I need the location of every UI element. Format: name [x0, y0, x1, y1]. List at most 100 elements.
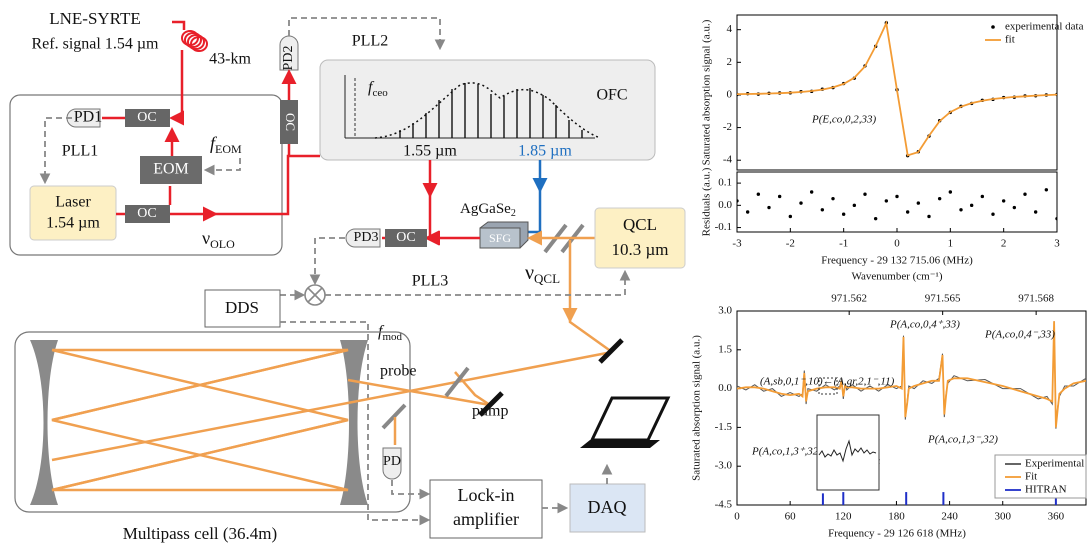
coupler-label: OC [396, 230, 415, 245]
y-tick-label: 4 [727, 23, 733, 35]
data-point [1045, 188, 1048, 191]
annotation: P(A,co,1,3⁺,32) [751, 446, 822, 458]
subscript: QCL [534, 271, 560, 286]
olo-freq: νOLO [202, 228, 235, 251]
fiber [427, 190, 430, 238]
data-point [981, 195, 984, 198]
data-point [906, 210, 909, 213]
y-tick-label: 0.1 [718, 177, 732, 189]
legend-label: experimental data [1005, 21, 1084, 33]
pd-label: PD [383, 454, 401, 469]
pd-label: PD3 [354, 230, 379, 245]
cell-mirror [30, 340, 58, 505]
symbol: AgGaSe [460, 201, 511, 217]
figure: LNE-SYRTE Ref. signal 1.54 µm 43-km PD1 … [0, 0, 1087, 546]
x-tick-label: -1 [839, 238, 848, 250]
eom-freq: fEOM [210, 133, 242, 156]
legend-marker [991, 25, 995, 29]
data-point [1013, 206, 1016, 209]
x-axis-label: Frequency - 29 126 618 (MHz) [828, 528, 966, 540]
coupler-label: OC [137, 110, 156, 125]
probe-beam [52, 352, 612, 460]
annotation: P(A,co,0,4⁻,33) [984, 329, 1055, 341]
x-tick-label: 180 [888, 511, 905, 523]
x2-axis-label: Wavenumber (cm⁻¹) [852, 271, 943, 283]
data-point [1002, 199, 1005, 202]
data-point [853, 204, 856, 207]
charts: -4-2024Saturated absorption signal (a.u.… [691, 15, 1087, 540]
fiber [212, 156, 320, 214]
x-tick-label: 0 [734, 511, 740, 523]
drive-link [206, 158, 240, 170]
y-axis-label: Residuals (a.u.) [701, 167, 713, 236]
sfg-label: SFG [489, 231, 511, 245]
lockin-label: Lock-in [458, 485, 515, 505]
y-tick-label: -4 [723, 154, 733, 166]
x-tick-label: 300 [994, 511, 1011, 523]
fiber [172, 50, 182, 118]
data-point [1055, 217, 1058, 220]
y-axis-label: Saturated absorption signal (a.u.) [691, 335, 703, 481]
data-point [767, 206, 770, 209]
data-point [917, 201, 920, 204]
x-tick-label: 120 [835, 511, 852, 523]
data-point [746, 210, 749, 213]
subscript: 2 [511, 208, 516, 219]
x-tick-label: 60 [785, 511, 797, 523]
y-tick-label: -0.1 [715, 221, 732, 233]
legend-label: Experimental data [1025, 458, 1087, 470]
data-point [789, 215, 792, 218]
data-point [1034, 210, 1037, 213]
y-tick-label: 0 [727, 88, 733, 100]
x-tick-label: 0 [894, 238, 900, 250]
pump-beam [348, 380, 490, 405]
probe-label: probe [380, 363, 416, 380]
data-point [949, 190, 952, 193]
dds-label: DDS [225, 298, 259, 317]
x-tick-label: 240 [941, 511, 958, 523]
data-point [842, 213, 845, 216]
pll-label: PLL2 [352, 33, 388, 50]
mirror [600, 340, 622, 362]
qcl-freq: νQCL [525, 262, 560, 286]
source-label: LNE-SYRTE [49, 9, 141, 28]
data-point [799, 201, 802, 204]
x-tick-label: -2 [786, 238, 795, 250]
plot-area [735, 188, 1058, 220]
x-tick-label: 360 [1048, 511, 1065, 523]
x2-tick-label: 971.562 [831, 293, 867, 305]
coupler-label: OC [137, 206, 156, 221]
crystal-label: AgGaSe2 [460, 201, 516, 219]
y-tick-label: 0.0 [718, 382, 732, 394]
y-tick-label: 1.5 [718, 343, 732, 355]
annotation: (A,sb,0,1⁻,10)←(A,gr,2,1⁻,11) [760, 376, 895, 388]
fiber-coil [182, 31, 207, 51]
ref-label: Ref. signal 1.54 µm [32, 36, 160, 53]
data-point [1023, 193, 1026, 196]
fiber-length: 43-km [209, 51, 251, 68]
x-tick-label: -3 [732, 238, 742, 250]
legend-label: Fit [1025, 471, 1037, 483]
annotation: P(A,co,0,4⁺,33) [889, 319, 960, 331]
fiber [172, 22, 184, 30]
data-point [810, 190, 813, 193]
eom-label: EOM [153, 161, 189, 178]
data-point [895, 195, 898, 198]
subscript: EOM [215, 142, 242, 156]
legend-label: fit [1005, 34, 1015, 46]
x2-tick-label: 971.565 [925, 293, 961, 305]
x-tick-label: 3 [1054, 238, 1060, 250]
ofc-label: OFC [596, 87, 627, 104]
data-point [927, 215, 930, 218]
pd-label: PD2 [281, 46, 296, 71]
cell-mirror [340, 340, 368, 505]
data-point [991, 213, 994, 216]
laptop [580, 398, 668, 448]
data-point [863, 193, 866, 196]
x-tick-label: 1 [948, 238, 954, 250]
data-point [735, 199, 738, 202]
y-tick-label: 0.0 [718, 199, 732, 211]
pump-label: pump [472, 403, 508, 420]
plot-frame [737, 172, 1057, 232]
x2-tick-label: 971.568 [1018, 293, 1054, 305]
